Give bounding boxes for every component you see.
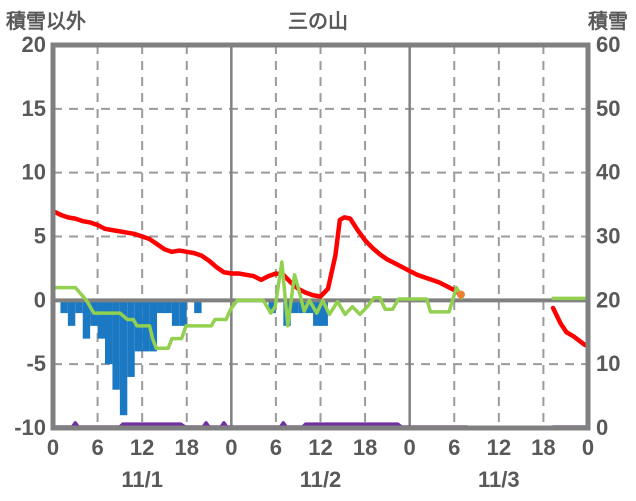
left-tick-label: 10	[22, 160, 46, 185]
hour-tick-label: 0	[582, 435, 594, 460]
hour-tick-label: 18	[353, 435, 377, 460]
precip-bar	[82, 300, 91, 339]
right-tick-label: 30	[596, 224, 620, 249]
right-tick-label: 50	[596, 96, 620, 121]
hour-tick-label: 12	[130, 435, 154, 460]
precip-bar	[97, 300, 106, 339]
right-tick-label: 20	[596, 287, 620, 312]
chart-title: 三の山	[288, 11, 348, 33]
precip-bar	[127, 300, 135, 377]
left-tick-label: 15	[22, 96, 46, 121]
left-tick-label: 5	[34, 224, 46, 249]
precip-bar	[171, 300, 180, 326]
date-label: 11/1	[121, 467, 163, 492]
precip-bar	[149, 300, 158, 352]
precip-bar	[164, 300, 172, 314]
precip-bar	[60, 300, 68, 314]
precip-bar	[119, 300, 128, 416]
precip-bar	[112, 300, 120, 390]
hour-tick-label: 6	[448, 435, 460, 460]
precip-bar	[75, 300, 83, 314]
left-tick-label: -5	[26, 351, 46, 376]
precip-bar	[305, 300, 314, 314]
left-axis-title: 積雪以外	[6, 11, 86, 33]
hour-tick-label: 18	[175, 435, 199, 460]
precip-bar	[320, 300, 328, 326]
precip-bar	[194, 300, 202, 314]
precip-bar	[105, 300, 113, 365]
hour-tick-label: 18	[531, 435, 555, 460]
right-tick-label: 60	[596, 32, 620, 57]
date-label: 11/3	[478, 467, 520, 492]
snow-depth-line	[51, 260, 464, 350]
temperature-line	[50, 208, 464, 299]
hour-tick-label: 6	[91, 435, 103, 460]
precip-bar	[290, 300, 299, 314]
left-tick-label: 0	[34, 287, 46, 312]
hour-tick-label: 0	[404, 435, 416, 460]
precip-bar	[268, 300, 276, 314]
left-tick-label: 20	[22, 32, 46, 57]
hour-tick-label: 0	[47, 435, 59, 460]
hour-tick-label: 12	[308, 435, 332, 460]
latest-value-marker	[456, 290, 465, 299]
right-tick-label: 0	[596, 415, 608, 440]
left-tick-label: -10	[14, 415, 46, 440]
precip-bar	[157, 300, 165, 314]
precip-bar	[67, 300, 76, 326]
date-label: 11/2	[300, 467, 342, 492]
right-tick-label: 40	[596, 160, 620, 185]
hour-tick-label: 12	[487, 435, 511, 460]
plot-border	[50, 42, 591, 431]
hour-tick-label: 6	[270, 435, 282, 460]
right-tick-label: 10	[596, 351, 620, 376]
hour-tick-label: 0	[225, 435, 237, 460]
temperature-line	[550, 305, 588, 348]
right-axis-title: 積雪	[588, 11, 628, 33]
precip-bar	[179, 300, 187, 326]
